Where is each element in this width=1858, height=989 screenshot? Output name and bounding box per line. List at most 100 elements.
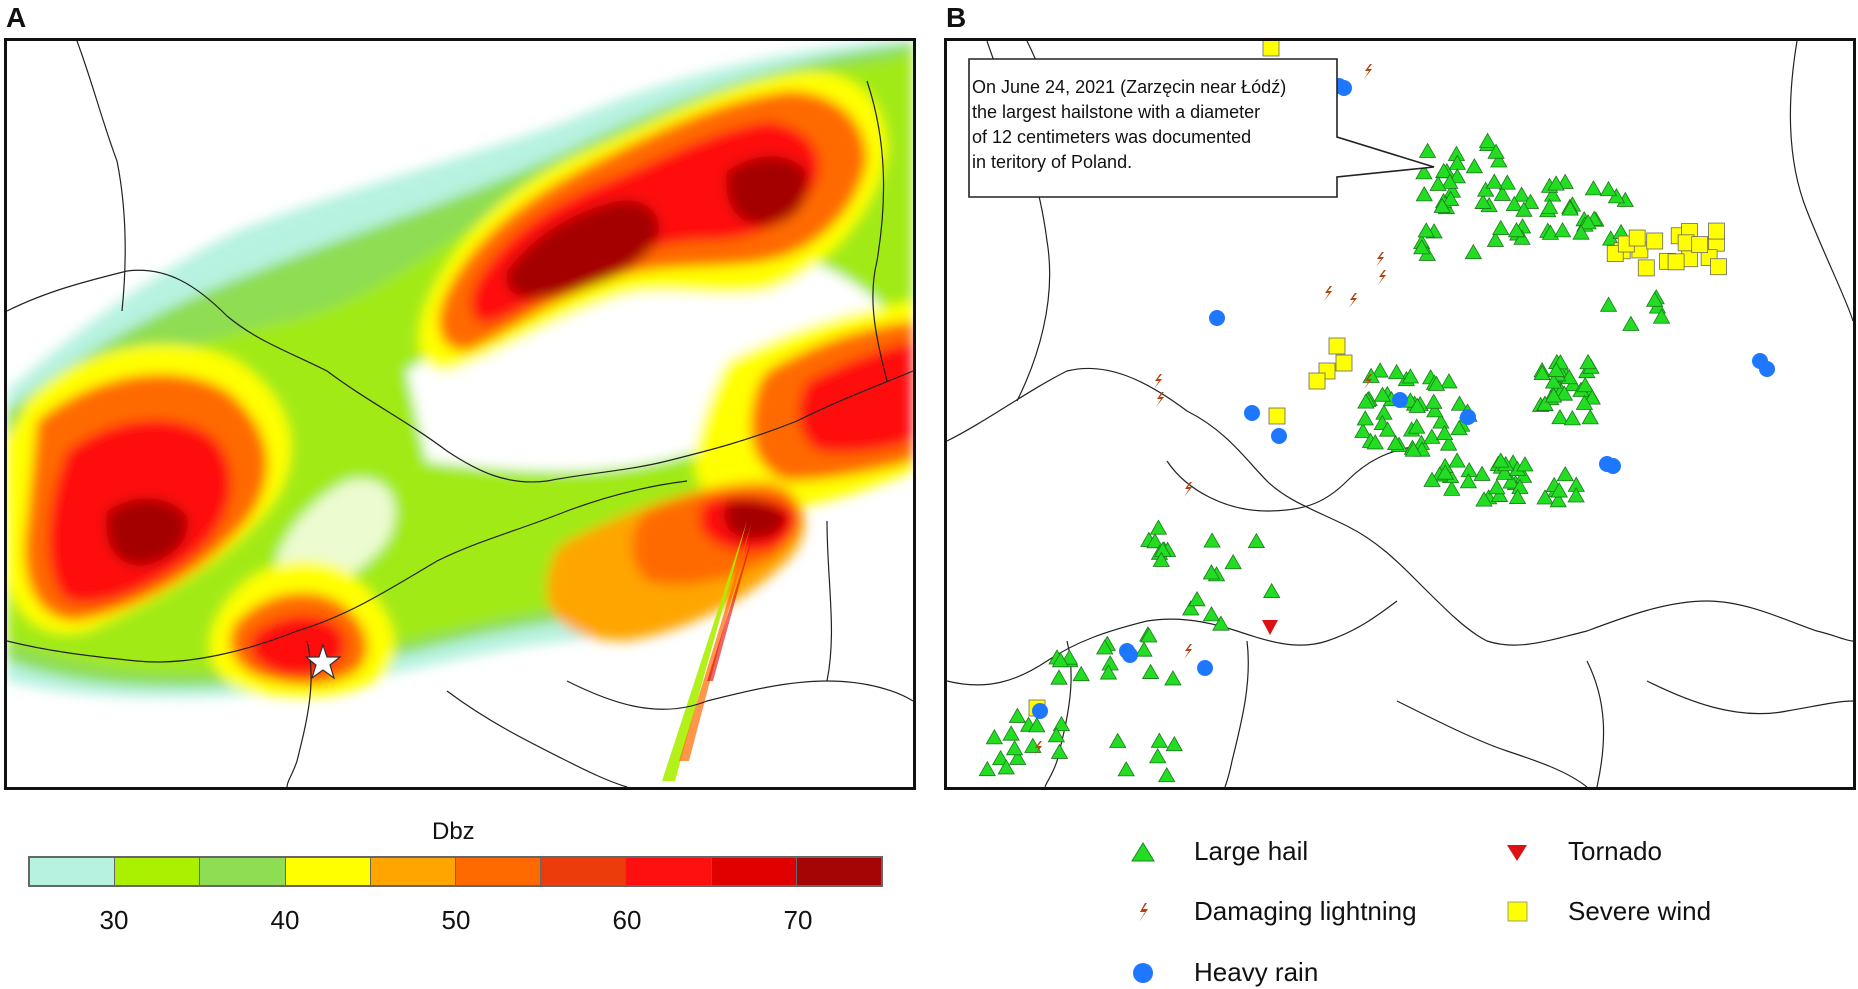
colorbar-segment <box>626 858 712 885</box>
large-hail-marker <box>1149 519 1168 535</box>
lightning-marker <box>1156 392 1164 407</box>
large-hail-marker <box>1513 229 1531 245</box>
large-hail-marker <box>1572 224 1590 240</box>
colorbar-segment <box>541 858 627 885</box>
large-hail-marker <box>1555 385 1574 401</box>
severe-wind-marker <box>1646 232 1664 250</box>
large-hail-marker <box>1356 410 1374 426</box>
large-hail-marker <box>1521 193 1540 209</box>
large-hail-marker <box>1579 214 1597 230</box>
large-hail-marker <box>1549 491 1567 508</box>
large-hail-marker <box>1202 606 1221 622</box>
callout-line: of 12 centimeters was documented <box>972 127 1252 147</box>
large-hail-marker <box>1415 186 1433 202</box>
lightning-marker <box>1364 374 1372 389</box>
triangle-up-icon <box>1131 841 1155 861</box>
large-hail-marker <box>1052 715 1071 732</box>
heavy-rain-marker <box>1271 428 1287 444</box>
callout-line: in teritory of Poland. <box>972 152 1133 172</box>
large-hail-marker <box>1516 456 1534 472</box>
large-hail-marker <box>1474 193 1492 209</box>
large-hail-marker <box>1188 590 1206 607</box>
large-hail-marker <box>1373 386 1392 402</box>
colorbar-segment <box>796 858 882 885</box>
large-hail-marker <box>1224 553 1242 570</box>
large-hail-marker <box>1508 488 1527 504</box>
legend-label: Large hail <box>1194 836 1309 866</box>
severe-wind-marker <box>1268 407 1286 425</box>
large-hail-marker <box>1441 190 1460 206</box>
large-hail-marker <box>1487 143 1505 159</box>
legend-item-heavy-rain: Heavy rain <box>1126 957 1318 988</box>
severe-wind-marker <box>1262 41 1280 57</box>
large-hail-marker <box>1375 404 1393 420</box>
large-hail-marker <box>1146 533 1164 549</box>
reports-map-panel: On June 24, 2021 (Zarzęcin near Łódź) th… <box>944 38 1856 790</box>
large-hail-marker <box>1443 480 1461 496</box>
heavy-rain-marker <box>1122 647 1138 663</box>
large-hail-marker <box>1432 413 1450 429</box>
large-hail-marker <box>1002 725 1020 741</box>
large-hail-marker <box>1599 296 1618 312</box>
large-hail-marker <box>1386 434 1405 451</box>
large-hail-marker <box>1495 464 1514 480</box>
large-hail-marker <box>1387 363 1406 380</box>
heavy-rain-marker <box>1460 409 1476 425</box>
large-hail-marker <box>1490 486 1509 502</box>
large-hail-marker <box>1366 434 1384 450</box>
large-hail-marker <box>1408 418 1426 434</box>
large-hail-marker <box>1547 361 1565 377</box>
severe-wind-marker <box>1710 258 1727 276</box>
colorbar-tick-label: 70 <box>783 905 813 935</box>
severe-wind-marker <box>1637 259 1655 277</box>
large-hail-marker <box>1498 174 1516 190</box>
large-hail-marker <box>1024 737 1042 753</box>
severe-wind-marker <box>1308 372 1326 390</box>
large-hail-marker <box>1436 464 1454 480</box>
large-hail-marker <box>1490 152 1508 168</box>
lightning-marker <box>1324 286 1332 301</box>
large-hail-marker <box>1575 394 1594 410</box>
colorbar-segment <box>456 858 542 885</box>
severe-wind-marker <box>1667 253 1685 271</box>
large-hail-marker <box>1584 180 1603 196</box>
panel-label-a: A <box>6 2 27 33</box>
large-hail-marker <box>1371 362 1389 378</box>
reflectivity-colorbar <box>28 856 883 887</box>
large-hail-marker <box>1433 197 1451 213</box>
country-borders <box>7 41 913 787</box>
large-hail-marker <box>1099 664 1118 680</box>
large-hail-marker <box>1404 441 1423 457</box>
large-hail-marker <box>1465 157 1484 174</box>
callout-line: On June 24, 2021 (Zarzęcin near Łódź) <box>972 77 1287 97</box>
large-hail-marker <box>1536 395 1554 411</box>
large-hail-marker <box>991 749 1010 766</box>
large-hail-marker <box>1561 200 1579 216</box>
large-hail-marker <box>1473 465 1491 481</box>
reports-map-svg <box>947 41 1853 787</box>
legend-item-large-hail: Large hail <box>1126 836 1308 867</box>
square-icon <box>1507 901 1528 921</box>
large-hail-marker <box>1502 473 1520 489</box>
large-hail-marker <box>1050 743 1069 759</box>
star-marker-icon <box>304 643 342 680</box>
large-hail-marker <box>997 759 1015 775</box>
large-hail-marker <box>1533 364 1551 381</box>
large-hail-marker <box>1563 410 1581 426</box>
colorbar-segment <box>370 858 457 885</box>
large-hail-marker <box>1047 727 1066 743</box>
large-hail-marker <box>1448 452 1466 468</box>
legend-label: Tornado <box>1568 836 1662 866</box>
large-hail-marker <box>1448 168 1467 184</box>
large-hail-marker <box>1096 639 1114 655</box>
large-hail-marker <box>1005 740 1024 756</box>
large-hail-marker <box>1485 173 1503 189</box>
lightning-marker <box>1349 293 1357 308</box>
radar-spike-artifact <box>662 521 757 781</box>
colorbar-tick-label: 30 <box>99 905 129 935</box>
large-hail-marker <box>1401 368 1420 384</box>
legend-item-tornado: Tornado <box>1500 836 1662 867</box>
large-hail-marker <box>978 760 996 777</box>
colorbar-segment <box>711 858 797 885</box>
triangle-down-icon <box>1507 844 1527 861</box>
